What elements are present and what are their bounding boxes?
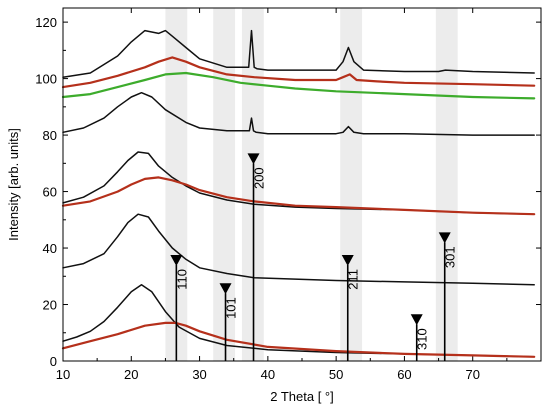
peak-label: 101 (224, 297, 239, 319)
y-axis-title: Intensity [arb. units] (6, 128, 21, 241)
peak-label: 310 (415, 328, 430, 350)
x-tick-label: 60 (397, 367, 411, 382)
series-line (61, 56, 536, 89)
peak-label: 211 (346, 269, 361, 290)
peak-marker-triangle (219, 283, 232, 295)
peak-marker-triangle (438, 232, 451, 244)
highlight-band (213, 8, 236, 361)
y-tick-label: 60 (43, 185, 57, 200)
x-tick-label: 10 (56, 367, 70, 382)
highlight-band (165, 8, 188, 361)
series-line (61, 321, 536, 358)
x-tick-label: 70 (465, 367, 479, 382)
series-line (62, 284, 535, 358)
x-tick-label: 50 (329, 367, 343, 382)
highlight-band (435, 8, 458, 361)
y-tick-label: 120 (35, 15, 57, 30)
series-line (61, 71, 536, 100)
tick-labels: 10 20 30 40 50 60 70 0 20 40 60 80 100 120 (35, 15, 480, 382)
series-line (62, 29, 535, 78)
reference-peaks: 110 101 200 211 310 301 (170, 153, 458, 361)
peak-marker-triangle (247, 153, 260, 165)
x-axis-title: 2 Theta [ °] (270, 389, 334, 404)
x-tick-label: 40 (261, 367, 275, 382)
peak-label: 200 (252, 167, 267, 189)
series-line (62, 213, 535, 286)
x-tick-label: 20 (124, 367, 138, 382)
y-tick-label: 0 (50, 354, 57, 369)
series-lines (61, 29, 536, 358)
y-tick-label: 40 (43, 241, 57, 256)
y-tick-label: 100 (35, 72, 57, 87)
series-line (61, 176, 536, 216)
highlight-bands (165, 8, 458, 361)
y-tick-label: 80 (43, 128, 57, 143)
peak-label: 110 (174, 269, 189, 290)
peak-marker-triangle (410, 314, 423, 326)
highlight-band (340, 8, 363, 361)
peak-marker-triangle (341, 254, 354, 266)
series-line (62, 91, 535, 136)
plot-frame (62, 7, 542, 362)
peak-label: 301 (443, 246, 458, 268)
peak-marker-triangle (170, 254, 183, 266)
axis-ticks (62, 8, 541, 362)
y-tick-label: 20 (43, 298, 57, 313)
x-tick-label: 30 (192, 367, 206, 382)
